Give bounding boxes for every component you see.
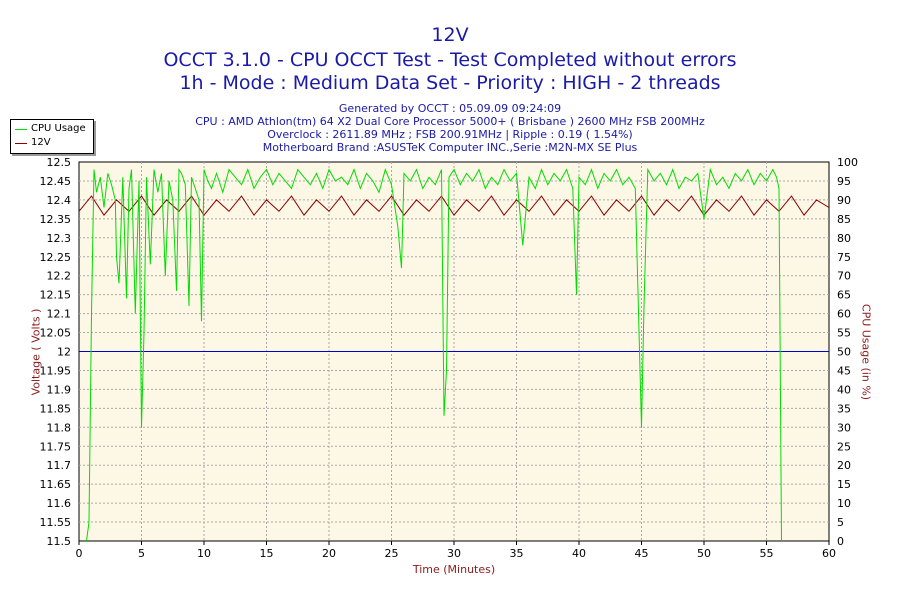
y-right-tick-label: 100	[837, 156, 858, 169]
x-tick-label: 10	[197, 547, 211, 560]
y-right-tick-label: 80	[837, 232, 851, 245]
y-left-tick-label: 11.95	[40, 364, 72, 377]
y-right-tick-label: 45	[837, 364, 851, 377]
y-right-tick-label: 5	[837, 516, 844, 529]
y-right-tick-label: 85	[837, 213, 851, 226]
series-layer	[78, 167, 830, 542]
x-tick-label: 40	[572, 547, 586, 560]
legend-swatch-cpu-usage	[15, 128, 27, 130]
y-left-tick-label: 12.05	[40, 327, 72, 340]
chart-subtitle-mode: 1h - Mode : Medium Data Set - Priority :…	[179, 72, 721, 94]
y-right-tick-label: 15	[837, 478, 851, 491]
series-line-cpu-usage	[86, 167, 782, 542]
y-left-tick-label: 12.1	[47, 308, 72, 321]
y-left-tick-label: 11.8	[47, 421, 72, 434]
y-axis-right-label: CPU Usage (in %)	[859, 303, 873, 401]
x-tick-label: 30	[447, 547, 461, 560]
legend-label-12v: 12V	[31, 137, 51, 148]
y-left-tick-label: 11.6	[47, 497, 72, 510]
y-left-tick-label: 11.65	[40, 478, 72, 491]
x-tick-label: 15	[260, 547, 274, 560]
y-right-tick-label: 90	[837, 194, 851, 207]
y-right-tick-label: 55	[837, 327, 851, 340]
y-right-tick-label: 30	[837, 421, 851, 434]
x-tick-label: 25	[385, 547, 399, 560]
y-left-tick-label: 11.9	[47, 383, 72, 396]
info-motherboard: Motherboard Brand :ASUSTeK Computer INC.…	[262, 141, 638, 154]
y-right-tick-label: 75	[837, 251, 851, 264]
axes: 0 5 10 15 20 25 30 35 40 45 50 55 6011.511.5511.611.…	[40, 156, 859, 560]
y-left-tick-label: 11.75	[40, 440, 72, 453]
y-left-tick-label: 11.5	[47, 535, 72, 548]
y-left-tick-label: 12.5	[47, 156, 72, 169]
x-tick-label: 35	[510, 547, 524, 560]
y-right-tick-label: 50	[837, 346, 851, 359]
legend-swatch-12v	[15, 142, 27, 144]
legend-item-12v: 12V	[15, 137, 51, 149]
y-left-tick-label: 12.2	[47, 270, 72, 283]
y-right-tick-label: 10	[837, 497, 851, 510]
y-left-tick-label: 12.45	[40, 175, 72, 188]
info-overclock: Overclock : 2611.89 MHz ; FSB 200.91MHz …	[267, 128, 633, 141]
y-left-tick-label: 11.55	[40, 516, 72, 529]
y-right-tick-label: 35	[837, 402, 851, 415]
y-right-tick-label: 70	[837, 270, 851, 283]
legend-item-cpu-usage: CPU Usage	[15, 123, 86, 135]
x-tick-label: 50	[697, 547, 711, 560]
chart-title: 12V	[431, 24, 469, 46]
y-right-tick-label: 65	[837, 289, 851, 302]
y-left-tick-label: 12.25	[40, 251, 72, 264]
y-left-tick-label: 12.4	[47, 194, 72, 207]
y-left-tick-label: 11.7	[47, 459, 72, 472]
y-left-tick-label: 11.85	[40, 402, 72, 415]
legend-label-cpu-usage: CPU Usage	[31, 123, 86, 134]
x-tick-label: 60	[822, 547, 836, 560]
x-tick-label: 5	[138, 547, 145, 560]
legend: CPU Usage 12V	[10, 119, 94, 154]
info-generated: Generated by OCCT : 05.09.09 09:24:09	[338, 102, 562, 115]
y-right-tick-label: 60	[837, 308, 851, 321]
info-cpu: CPU : AMD Athlon(tm) 64 X2 Dual Core Pro…	[195, 115, 705, 128]
y-right-tick-label: 20	[837, 459, 851, 472]
x-tick-label: 20	[322, 547, 336, 560]
y-axis-left-label: Voltage ( Volts )	[29, 308, 43, 396]
y-left-tick-label: 12	[57, 346, 71, 359]
y-right-tick-label: 40	[837, 383, 851, 396]
y-left-tick-label: 12.15	[40, 289, 72, 302]
y-right-tick-label: 25	[837, 440, 851, 453]
x-tick-label: 45	[635, 547, 649, 560]
y-left-tick-label: 12.3	[47, 232, 72, 245]
x-tick-label: 0	[76, 547, 83, 560]
x-tick-label: 55	[760, 547, 774, 560]
y-left-tick-label: 12.35	[40, 213, 72, 226]
y-right-tick-label: 0	[837, 535, 844, 548]
chart-subtitle-test: OCCT 3.1.0 - CPU OCCT Test - Test Comple…	[163, 49, 737, 71]
y-right-tick-label: 95	[837, 175, 851, 188]
x-axis-label: Time (Minutes)	[412, 563, 496, 576]
